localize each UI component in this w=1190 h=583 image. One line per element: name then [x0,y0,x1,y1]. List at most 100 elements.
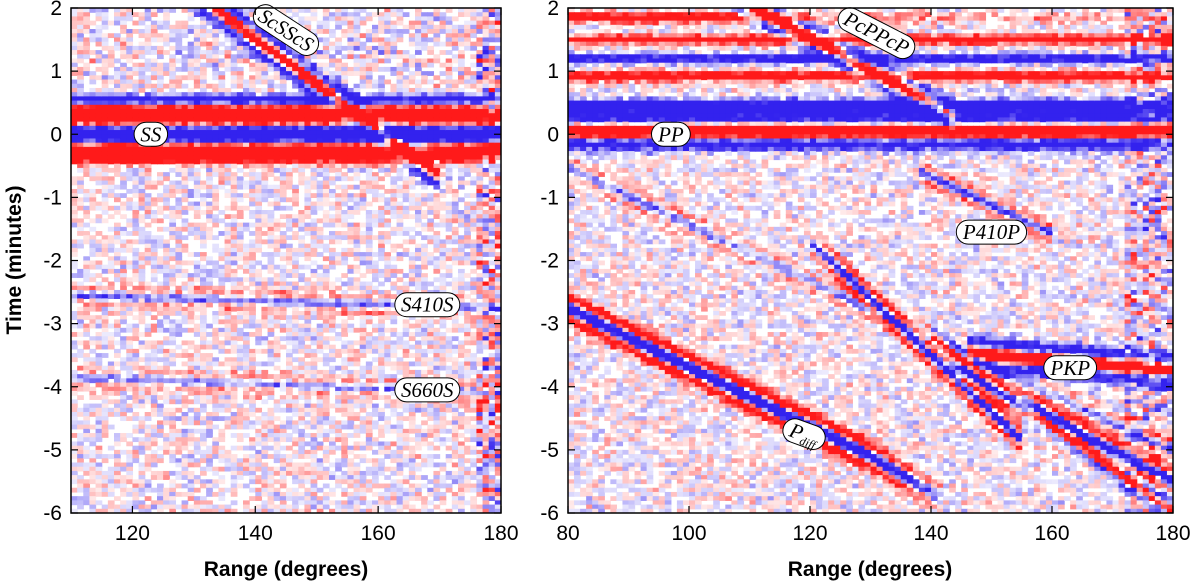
heatmap-cell [101,188,109,194]
heatmap-cell [372,45,379,51]
heatmap-cell [365,222,373,228]
heatmap-cell [181,54,189,60]
heatmap-cell [316,218,324,224]
heatmap-cell [114,239,121,245]
heatmap-cell [298,475,306,480]
heatmap-cell [144,151,152,156]
heatmap-cell [310,306,318,312]
heatmap-cell [243,33,250,39]
heatmap-cell [83,470,91,476]
heatmap-cell [341,142,349,148]
heatmap-cell [95,16,103,22]
heatmap-cell [138,188,146,194]
heatmap-cell [378,365,385,371]
heatmap-cell [316,395,324,400]
heatmap-cell [206,121,213,127]
heatmap-cell [206,289,213,295]
heatmap-cell [163,260,170,266]
heatmap-cell [347,357,355,363]
heatmap-cell [316,87,324,93]
heatmap-cell [206,445,213,451]
heatmap-cell [206,268,213,274]
heatmap-cell [101,100,109,106]
heatmap-cell [365,172,373,177]
heatmap-cell [243,306,250,312]
heatmap-cell [71,386,78,392]
heatmap-cell [169,92,177,97]
heatmap-cell [230,159,238,165]
heatmap-cell [157,113,164,119]
heatmap-cell [169,348,177,354]
heatmap-cell [107,62,115,68]
heatmap-cell [77,441,84,447]
heatmap-cell [181,163,189,169]
heatmap-cell [187,222,195,228]
heatmap-cell [138,117,146,123]
heatmap-cell [310,332,318,337]
heatmap-cell [107,167,115,173]
heatmap-cell [95,100,103,106]
heatmap-cell [120,365,127,371]
heatmap-cell [372,407,379,413]
heatmap-cell [187,252,195,257]
heatmap-cell [169,226,177,232]
heatmap-cell [255,197,263,203]
heatmap-cell [193,445,201,451]
heatmap-cell [353,146,361,152]
heatmap-cell [372,184,379,190]
heatmap-cell [378,12,385,18]
heatmap-cell [150,58,158,64]
heatmap-cell [390,45,398,51]
heatmap-cell [157,327,164,333]
heatmap-cell [95,87,103,93]
heatmap-cell [181,353,189,358]
heatmap-cell [353,247,361,253]
heatmap-cell [83,151,91,156]
heatmap-cell [89,79,97,85]
heatmap-cell [212,113,220,119]
heatmap-cell [304,176,312,182]
heatmap-cell [329,323,336,329]
heatmap-cell [120,256,127,262]
heatmap-cell [316,470,324,476]
heatmap-cell [206,146,213,152]
heatmap-cell [359,222,367,228]
heatmap-cell [359,302,367,308]
heatmap-cell [114,222,121,228]
heatmap-cell [353,399,361,405]
heatmap-cell [353,466,361,472]
heatmap-cell [132,424,140,430]
heatmap-cell [249,361,256,367]
heatmap-cell [347,239,355,245]
heatmap-cell [329,180,336,186]
heatmap-cell [120,386,127,392]
heatmap-cell [365,58,373,64]
heatmap-cell [310,466,318,472]
heatmap-cell [322,54,330,60]
heatmap-cell [193,24,201,30]
heatmap-cell [255,378,263,384]
heatmap-cell [126,155,134,161]
heatmap-cell [243,256,250,262]
heatmap-cell [322,146,330,152]
heatmap-cell [298,172,306,177]
heatmap-cell [279,491,287,497]
heatmap-cell [144,176,152,182]
heatmap-cell [353,172,361,177]
heatmap-cell [107,445,115,451]
heatmap-cell [322,386,330,392]
heatmap-cell [267,281,275,287]
heatmap-cell [255,75,263,81]
heatmap-cell [316,466,324,472]
heatmap-cell [335,24,342,30]
heatmap-cell [279,483,287,489]
heatmap-cell [163,16,170,22]
heatmap-cell [304,399,312,405]
heatmap-cell [255,235,263,241]
heatmap-cell [249,33,256,39]
heatmap-cell [206,483,213,489]
heatmap-cell [114,205,121,211]
heatmap-cell [261,79,269,85]
heatmap-cell [101,197,109,203]
heatmap-cell [71,71,78,76]
